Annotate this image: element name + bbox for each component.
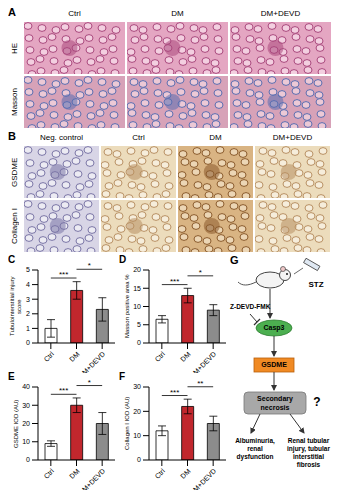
html-text:Z-DEVD-FMK: Z-DEVD-FMK bbox=[230, 303, 271, 310]
html-text:Ctrl: Ctrl bbox=[68, 9, 81, 18]
html-text:Neg. control: Neg. control bbox=[39, 133, 84, 142]
svg-text:40: 40 bbox=[22, 383, 30, 390]
svg-text:*: * bbox=[88, 261, 91, 270]
html-text:GSDME: GSDME bbox=[10, 157, 19, 187]
svg-text:DM: DM bbox=[68, 350, 81, 363]
svg-text:*: * bbox=[88, 378, 91, 387]
svg-text:Ctrl: Ctrl bbox=[42, 350, 55, 363]
svg-text:***: *** bbox=[170, 277, 179, 286]
svg-text:3: 3 bbox=[26, 296, 30, 303]
html-text:D: D bbox=[119, 254, 127, 265]
svg-text:0: 0 bbox=[26, 339, 30, 346]
html-text:Casp3: Casp3 bbox=[263, 324, 285, 331]
svg-text:DM+DEVD: DM+DEVD bbox=[77, 467, 106, 490]
svg-text:Ctrl: Ctrl bbox=[153, 350, 166, 363]
svg-text:5: 5 bbox=[137, 321, 141, 328]
html-text:Ctrl: Ctrl bbox=[132, 133, 145, 142]
svg-text:30: 30 bbox=[133, 383, 141, 390]
svg-text:30: 30 bbox=[22, 402, 30, 409]
svg-text:1: 1 bbox=[26, 325, 30, 332]
html-text:C: C bbox=[8, 254, 16, 265]
html-text:E: E bbox=[8, 371, 15, 382]
svg-text:5: 5 bbox=[26, 266, 30, 273]
html-text:Renal tubular injury, tubular: Renal tubular injury, tubular interstiti… bbox=[287, 437, 330, 468]
html-text:Masson: Masson bbox=[10, 88, 19, 116]
svg-text:4: 4 bbox=[26, 281, 30, 288]
svg-text:***: *** bbox=[170, 388, 179, 397]
svg-text:15: 15 bbox=[133, 285, 141, 292]
html-text:DM+DEVD: DM+DEVD bbox=[260, 9, 301, 18]
html-text:Collagen I IOD (AU): Collagen I IOD (AU) bbox=[123, 396, 130, 451]
html-text:HE: HE bbox=[10, 42, 19, 54]
html-text:DM+DEVD: DM+DEVD bbox=[272, 133, 313, 142]
html-text:STZ: STZ bbox=[308, 280, 324, 289]
html-text:B: B bbox=[8, 130, 16, 142]
html-text:Tubulointerstitial injury scor: Tubulointerstitial injury score bbox=[9, 276, 22, 337]
svg-text:Ctrl: Ctrl bbox=[42, 467, 55, 480]
html-text:Collagen I: Collagen I bbox=[10, 208, 19, 244]
html-text:G: G bbox=[230, 254, 239, 266]
svg-text:10: 10 bbox=[133, 303, 141, 310]
svg-text:DM+DEVD: DM+DEVD bbox=[188, 467, 217, 490]
svg-text:DM+DEVD: DM+DEVD bbox=[77, 350, 106, 373]
svg-text:DM+DEVD: DM+DEVD bbox=[188, 350, 217, 373]
svg-text:**: ** bbox=[197, 379, 203, 388]
svg-text:0: 0 bbox=[137, 456, 141, 463]
svg-text:10: 10 bbox=[133, 432, 141, 439]
svg-text:Ctrl: Ctrl bbox=[153, 467, 166, 480]
html-text:DM: DM bbox=[171, 9, 184, 18]
html-text:Masson positive area %: Masson positive area % bbox=[123, 274, 130, 339]
svg-text:20: 20 bbox=[22, 420, 30, 427]
svg-text:2: 2 bbox=[26, 310, 30, 317]
svg-text:***: *** bbox=[59, 270, 68, 279]
svg-text:DM: DM bbox=[179, 467, 192, 480]
html-text:DM: DM bbox=[209, 133, 222, 142]
svg-text:20: 20 bbox=[133, 266, 141, 273]
html-text:GSDME: GSDME bbox=[261, 361, 287, 368]
svg-text:DM: DM bbox=[179, 350, 192, 363]
html-text:Secondary necrosis: Secondary necrosis bbox=[257, 395, 293, 411]
svg-text:***: *** bbox=[59, 386, 68, 395]
svg-text:0: 0 bbox=[26, 456, 30, 463]
svg-text:DM: DM bbox=[68, 467, 81, 480]
svg-text:*: * bbox=[199, 268, 202, 277]
html-text:F: F bbox=[119, 371, 126, 382]
svg-text:10: 10 bbox=[22, 438, 30, 445]
svg-text:0: 0 bbox=[137, 339, 141, 346]
svg-text:20: 20 bbox=[133, 408, 141, 415]
html-text:Albuminuria, renal dysfunction: Albuminuria, renal dysfunction bbox=[235, 437, 275, 460]
html-text:GSDME IOD (AU): GSDME IOD (AU) bbox=[12, 399, 19, 448]
